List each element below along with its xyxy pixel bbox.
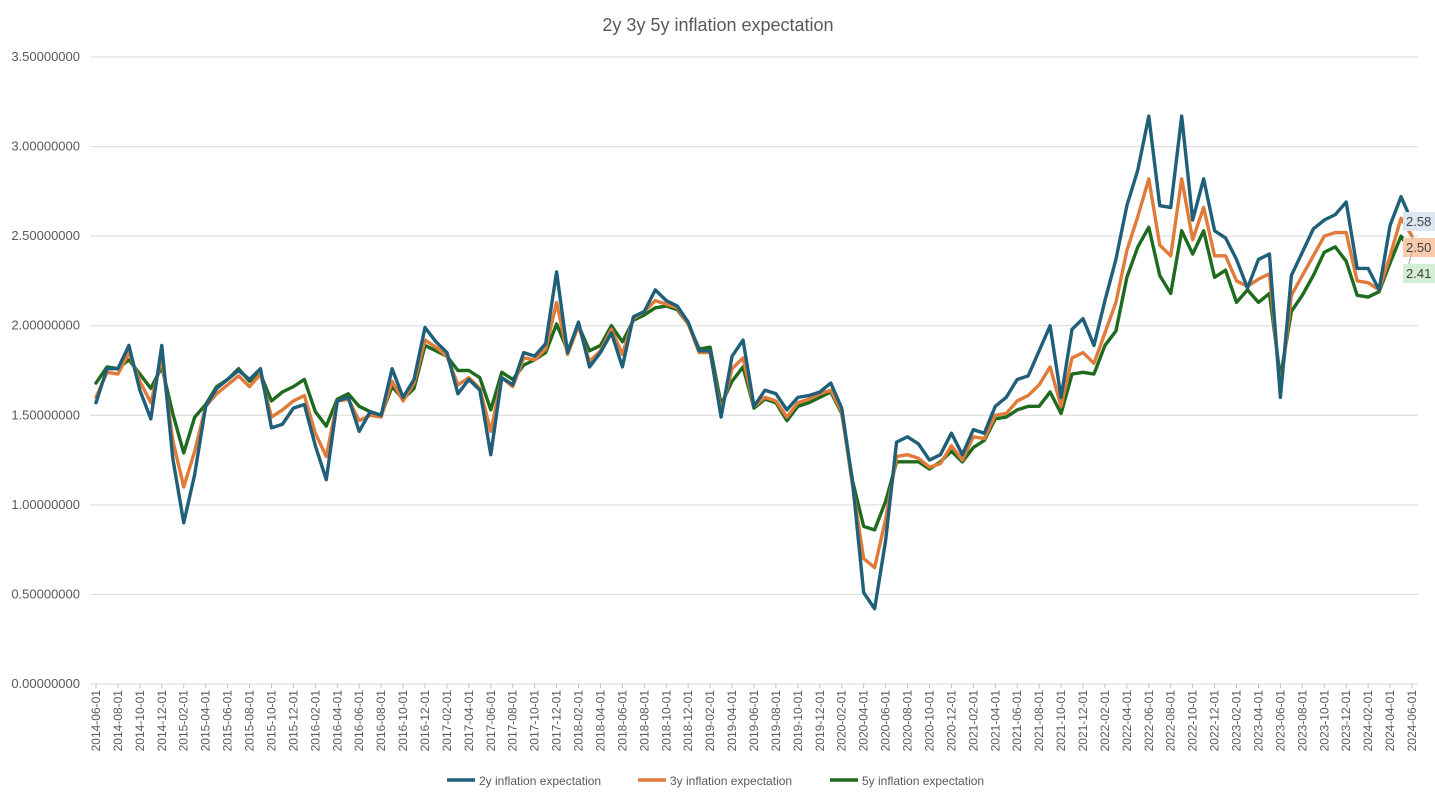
x-tick-label: 2022-08-01 (1164, 690, 1178, 752)
y-tick-label: 2.50000000 (11, 228, 80, 243)
legend-label: 2y inflation expectation (479, 774, 601, 788)
x-tick-label: 2020-02-01 (835, 690, 849, 752)
x-tick-label: 2020-04-01 (857, 690, 871, 752)
x-tick-label: 2018-08-01 (637, 690, 651, 752)
series-line (94, 225, 1414, 532)
x-tick-label: 2021-06-01 (1010, 690, 1024, 752)
x-tick-label: 2020-12-01 (944, 690, 958, 752)
x-tick-label: 2024-06-01 (1405, 690, 1419, 752)
y-axis-tick-labels: 0.00000000 0.50000000 1.00000000 1.50000000… (11, 49, 80, 691)
x-tick-label: 2022-12-01 (1208, 690, 1222, 752)
x-tick-label: 2021-08-01 (1032, 690, 1046, 752)
x-tick-label: 2019-08-01 (769, 690, 783, 752)
x-tick-label: 2019-10-01 (791, 690, 805, 752)
x-tick-label: 2015-10-01 (264, 690, 278, 752)
x-tick-label: 2015-12-01 (286, 690, 300, 752)
x-tick-label: 2020-10-01 (922, 690, 936, 752)
x-tick-label: 2018-02-01 (572, 690, 586, 752)
x-tick-label: 2019-04-01 (725, 690, 739, 752)
y-tick-label: 0.00000000 (11, 676, 80, 691)
x-tick-label: 2020-06-01 (879, 690, 893, 752)
x-tick-label: 2017-08-01 (506, 690, 520, 752)
x-tick-label: 2017-04-01 (462, 690, 476, 752)
x-axis-tick-labels: 2014-06-01 2014-08-01 2014-10-01 2014-12-01… (89, 684, 1419, 751)
x-tick-label: 2021-02-01 (966, 690, 980, 752)
x-tick-label: 2023-12-01 (1339, 690, 1353, 752)
x-tick-label: 2024-02-01 (1361, 690, 1375, 752)
x-tick-label: 2014-12-01 (155, 690, 169, 752)
end-label: 2.50 (1406, 240, 1431, 255)
legend-label: 3y inflation expectation (670, 774, 792, 788)
series-line (94, 177, 1414, 570)
x-tick-label: 2022-04-01 (1120, 690, 1134, 752)
x-tick-label: 2018-06-01 (615, 690, 629, 752)
x-tick-label: 2020-08-01 (901, 690, 915, 752)
end-label: 2.41 (1406, 266, 1431, 281)
x-tick-label: 2019-02-01 (703, 690, 717, 752)
x-tick-label: 2017-12-01 (550, 690, 564, 752)
legend: 2y inflation expectation 3y inflation exp… (447, 774, 984, 788)
end-labels: 2.58 2.50 2.41 (1403, 212, 1435, 283)
end-label-box (1403, 264, 1435, 283)
legend-item: 5y inflation expectation (830, 774, 984, 788)
legend-item: 2y inflation expectation (447, 774, 601, 788)
x-tick-label: 2018-12-01 (681, 690, 695, 752)
x-tick-label: 2016-12-01 (418, 690, 432, 752)
end-label-box (1403, 238, 1435, 257)
x-tick-label: 2023-10-01 (1317, 690, 1331, 752)
x-tick-label: 2019-06-01 (747, 690, 761, 752)
x-tick-label: 2021-04-01 (988, 690, 1002, 752)
y-tick-label: 0.50000000 (11, 586, 80, 601)
x-tick-label: 2015-08-01 (243, 690, 257, 752)
x-tick-label: 2016-08-01 (374, 690, 388, 752)
y-tick-label: 1.00000000 (11, 497, 80, 512)
x-tick-label: 2015-04-01 (199, 690, 213, 752)
gridlines (90, 56, 1418, 685)
x-tick-label: 2018-10-01 (659, 690, 673, 752)
x-tick-label: 2017-02-01 (440, 690, 454, 752)
x-tick-label: 2023-02-01 (1230, 690, 1244, 752)
x-tick-label: 2016-10-01 (396, 690, 410, 752)
x-tick-label: 2021-12-01 (1076, 690, 1090, 752)
x-tick-label: 2015-02-01 (177, 690, 191, 752)
x-tick-label: 2024-04-01 (1383, 690, 1397, 752)
y-tick-label: 3.00000000 (11, 139, 80, 154)
legend-item: 3y inflation expectation (638, 774, 792, 788)
x-tick-label: 2022-06-01 (1142, 690, 1156, 752)
y-tick-label: 1.50000000 (11, 407, 80, 422)
y-tick-label: 2.00000000 (11, 318, 80, 333)
series-line (94, 114, 1414, 611)
x-tick-label: 2017-06-01 (484, 690, 498, 752)
x-tick-label: 2017-10-01 (528, 690, 542, 752)
end-label: 2.58 (1406, 214, 1431, 229)
x-tick-label: 2018-04-01 (593, 690, 607, 752)
x-tick-label: 2022-10-01 (1186, 690, 1200, 752)
x-tick-label: 2016-04-01 (330, 690, 344, 752)
x-tick-label: 2014-06-01 (89, 690, 103, 752)
legend-label: 5y inflation expectation (862, 774, 984, 788)
x-tick-label: 2019-12-01 (813, 690, 827, 752)
x-tick-label: 2023-04-01 (1251, 690, 1265, 752)
x-tick-label: 2023-06-01 (1273, 690, 1287, 752)
end-label-box (1403, 212, 1435, 231)
x-tick-label: 2021-10-01 (1054, 690, 1068, 752)
x-tick-label: 2016-02-01 (308, 690, 322, 752)
x-tick-label: 2023-08-01 (1295, 690, 1309, 752)
x-tick-label: 2014-08-01 (111, 690, 125, 752)
x-tick-label: 2015-06-01 (221, 690, 235, 752)
x-tick-label: 2014-10-01 (133, 690, 147, 752)
chart-title: 2y 3y 5y inflation expectation (602, 15, 833, 35)
x-tick-label: 2022-02-01 (1098, 690, 1112, 752)
series-lines (94, 114, 1414, 611)
y-tick-label: 3.50000000 (11, 49, 80, 64)
x-tick-label: 2016-06-01 (352, 690, 366, 752)
